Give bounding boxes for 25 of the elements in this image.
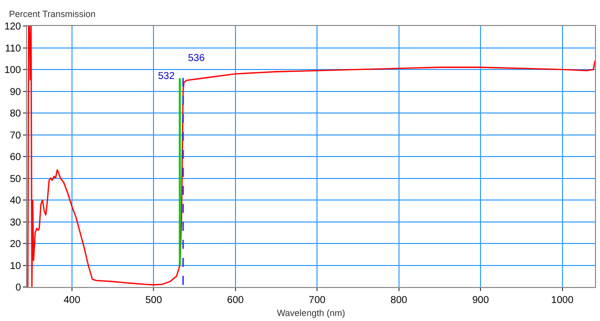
x-tick-label: 900 (472, 295, 490, 306)
y-tick-label: 50 (10, 174, 22, 185)
x-tick-label: 1000 (551, 295, 574, 306)
x-tick-label: 600 (227, 295, 244, 306)
y-tick-label: 60 (10, 152, 22, 163)
y-tick-label: 70 (10, 130, 22, 142)
x-axis-title: Wavelength (nm) (276, 308, 346, 318)
y-tick-label: 40 (10, 196, 22, 206)
x-tick-label: 800 (390, 295, 408, 306)
y-tick-label: 100 (4, 65, 22, 76)
line-series (27, 26, 595, 287)
ref-line-label: 532 (158, 71, 176, 82)
x-tick-label: 500 (145, 295, 162, 306)
y-axis-title: Percent Transmission (9, 9, 96, 19)
y-tick-label: 90 (10, 86, 22, 98)
y-tick-label: 0 (15, 282, 22, 294)
y-tick-label: 10 (10, 260, 22, 272)
y-tick-label: 110 (5, 43, 22, 54)
x-tick-label: 700 (308, 295, 326, 306)
x-tick-label: 400 (64, 295, 81, 306)
y-tick-label: 80 (10, 108, 22, 120)
y-tick-label: 30 (10, 217, 22, 228)
y-tick-label: 120 (4, 22, 22, 32)
ref-line-label: 536 (188, 53, 206, 64)
y-tick-label: 20 (10, 239, 22, 250)
